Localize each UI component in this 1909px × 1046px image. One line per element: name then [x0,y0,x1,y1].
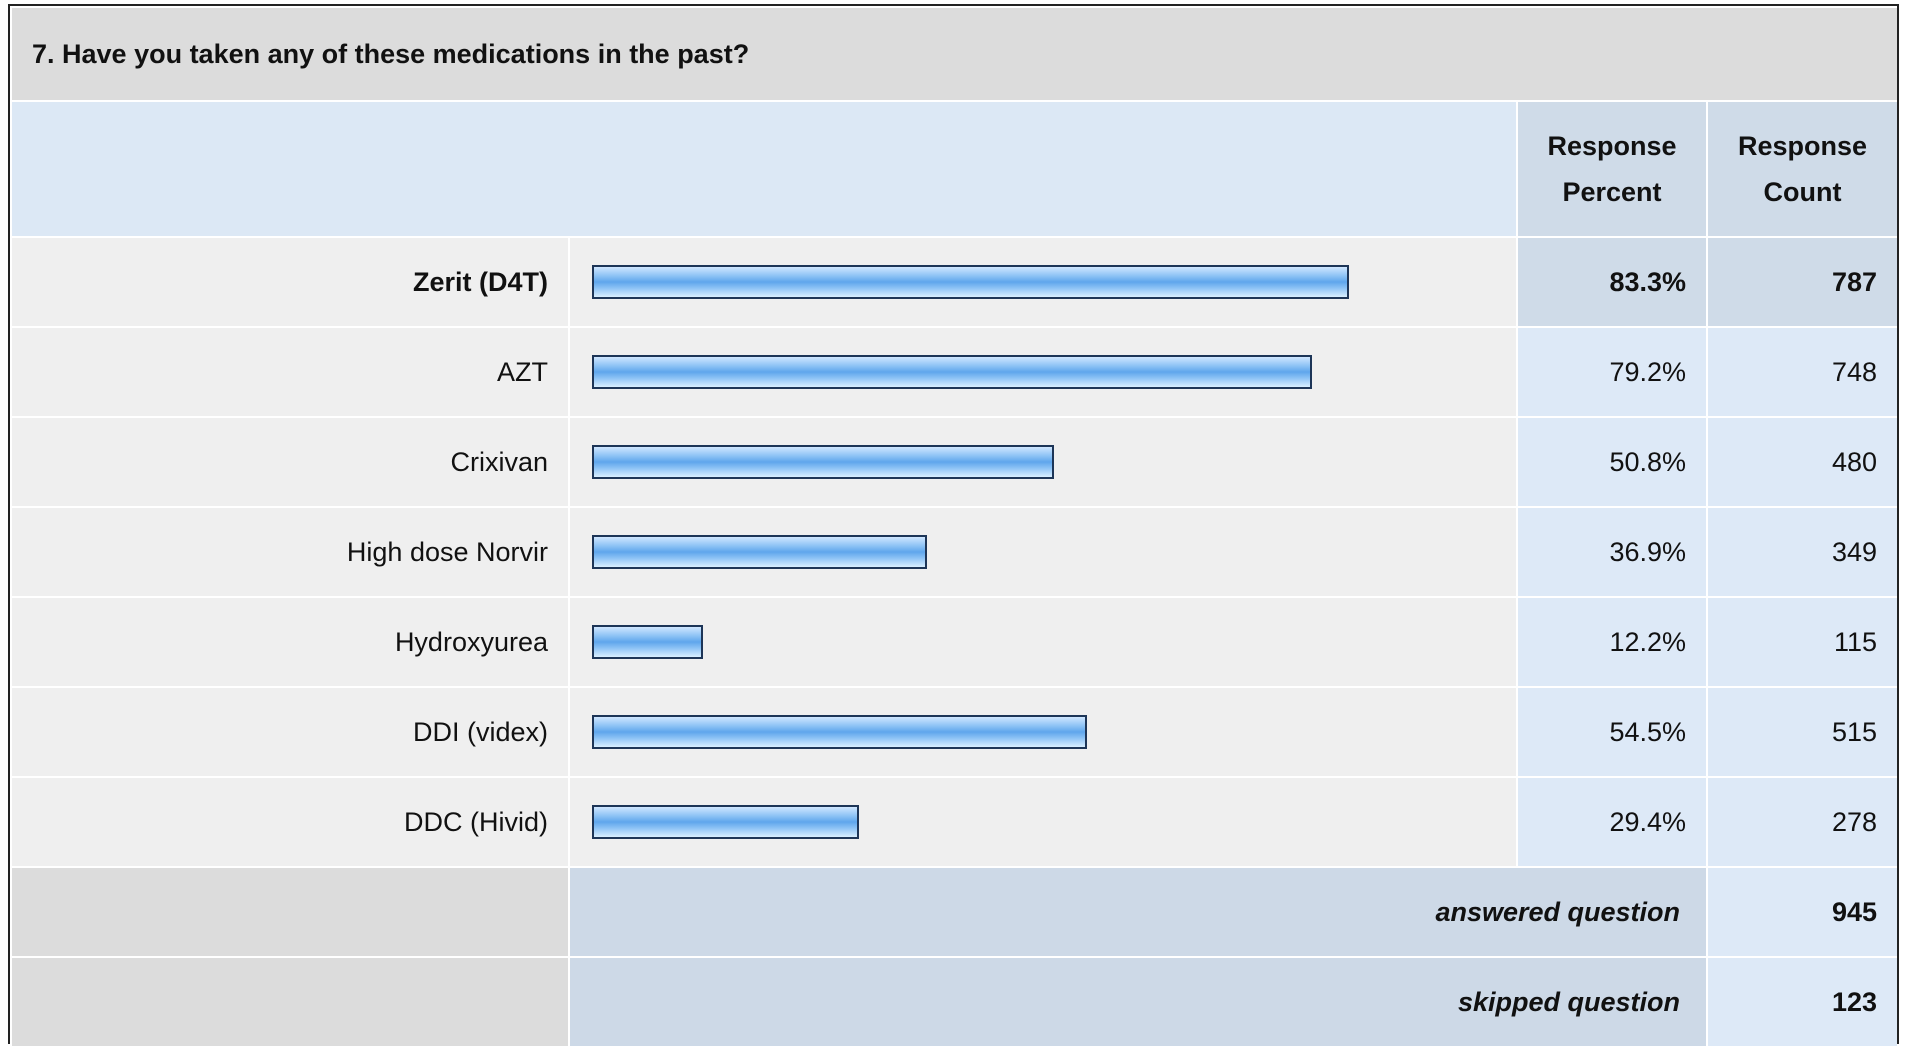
bar-cell [570,508,1516,596]
response-count: 515 [1708,688,1897,776]
bar-cell [570,328,1516,416]
table-grid: 7. Have you taken any of these medicatio… [12,8,1897,1046]
bar [592,445,1054,479]
response-percent: 79.2% [1518,328,1706,416]
response-count: 748 [1708,328,1897,416]
response-percent: 50.8% [1518,418,1706,506]
answered-count: 945 [1708,868,1897,956]
response-count: 349 [1708,508,1897,596]
row-label: Crixivan [12,418,568,506]
bar-cell [570,688,1516,776]
question-title: 7. Have you taken any of these medicatio… [12,8,1897,100]
header-blank [12,102,1516,236]
row-label: AZT [12,328,568,416]
response-percent: 12.2% [1518,598,1706,686]
summary-blank [12,868,568,956]
skipped-count: 123 [1708,958,1897,1046]
bar [592,805,860,839]
response-count: 787 [1708,238,1897,326]
summary-blank [12,958,568,1046]
row-label: DDI (videx) [12,688,568,776]
header-count: Response Count [1708,102,1897,236]
bar-cell [570,238,1516,326]
response-percent: 83.3% [1518,238,1706,326]
answered-label: answered question [570,868,1706,956]
row-label: Zerit (D4T) [12,238,568,326]
row-label: High dose Norvir [12,508,568,596]
bar [592,355,1312,389]
response-count: 278 [1708,778,1897,866]
bar [592,265,1350,299]
bar-cell [570,598,1516,686]
survey-table: 7. Have you taken any of these medicatio… [8,4,1899,1046]
row-label: Hydroxyurea [12,598,568,686]
response-count: 115 [1708,598,1897,686]
response-count: 480 [1708,418,1897,506]
response-percent: 54.5% [1518,688,1706,776]
bar-cell [570,778,1516,866]
response-percent: 36.9% [1518,508,1706,596]
bar [592,715,1088,749]
header-percent: Response Percent [1518,102,1706,236]
response-percent: 29.4% [1518,778,1706,866]
bar [592,535,928,569]
skipped-label: skipped question [570,958,1706,1046]
bar-cell [570,418,1516,506]
bar [592,625,703,659]
row-label: DDC (Hivid) [12,778,568,866]
